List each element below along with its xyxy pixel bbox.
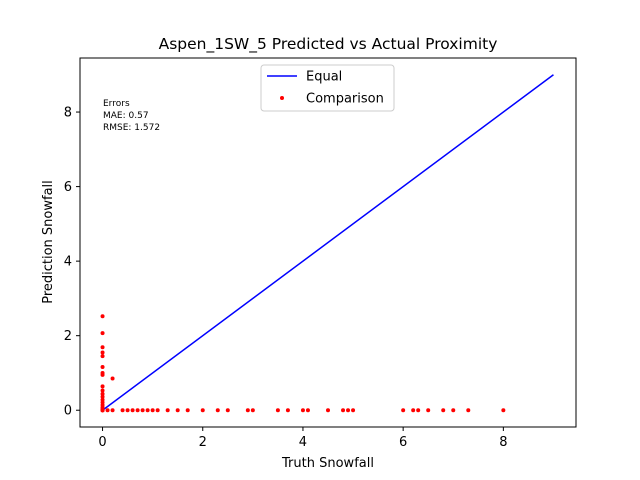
y-tick-label: 4 bbox=[64, 255, 72, 270]
chart-title: Aspen_1SW_5 Predicted vs Actual Proximit… bbox=[159, 35, 498, 54]
comparison-point bbox=[245, 408, 250, 413]
comparison-point bbox=[225, 408, 230, 413]
comparison-point bbox=[145, 408, 150, 413]
comparison-point bbox=[110, 408, 115, 413]
comparison-point bbox=[426, 408, 431, 413]
errors-heading: Errors bbox=[103, 99, 130, 109]
comparison-point bbox=[300, 408, 305, 413]
comparison-point bbox=[175, 408, 180, 413]
x-tick-label: 4 bbox=[299, 435, 307, 450]
equal-line bbox=[102, 74, 554, 411]
legend-equal-label: Equal bbox=[306, 70, 342, 85]
x-axis: 0 2 4 6 8 bbox=[98, 427, 507, 450]
comparison-point bbox=[130, 408, 135, 413]
comparison-point bbox=[140, 408, 145, 413]
legend-comparison-swatch bbox=[280, 96, 284, 100]
comparison-point bbox=[100, 350, 105, 355]
comparison-point bbox=[110, 376, 115, 381]
comparison-point bbox=[441, 408, 446, 413]
y-tick-label: 2 bbox=[64, 329, 72, 344]
comparison-point bbox=[100, 384, 105, 389]
y-tick-label: 6 bbox=[64, 180, 72, 195]
comparison-point bbox=[100, 364, 105, 369]
comparison-point bbox=[120, 408, 125, 413]
x-tick-label: 2 bbox=[199, 435, 207, 450]
comparison-point bbox=[100, 314, 105, 319]
comparison-point bbox=[100, 372, 105, 377]
comparison-point bbox=[285, 408, 290, 413]
comparison-point bbox=[275, 408, 280, 413]
comparison-point bbox=[200, 408, 205, 413]
comparison-point bbox=[100, 408, 105, 413]
comparison-point bbox=[466, 408, 471, 413]
comparison-point bbox=[416, 408, 421, 413]
y-axis-label: Prediction Snowfall bbox=[41, 180, 56, 304]
comparison-point bbox=[165, 408, 170, 413]
rmse-value: RMSE: 1.572 bbox=[103, 123, 160, 133]
comparison-point bbox=[326, 408, 330, 413]
comparison-point bbox=[100, 394, 105, 399]
comparison-point bbox=[501, 408, 506, 413]
x-tick-label: 0 bbox=[98, 435, 106, 450]
comparison-point bbox=[451, 408, 456, 413]
y-tick-label: 8 bbox=[64, 106, 72, 121]
comparison-point bbox=[155, 408, 160, 413]
plot-area bbox=[100, 74, 554, 413]
comparison-point bbox=[341, 408, 346, 413]
comparison-point bbox=[351, 408, 356, 413]
legend: Equal Comparison bbox=[260, 64, 395, 112]
x-tick-label: 8 bbox=[499, 435, 507, 450]
comparison-point bbox=[135, 408, 140, 413]
error-annotation: Errors MAE: 0.57 RMSE: 1.572 bbox=[103, 99, 160, 133]
comparison-point bbox=[401, 408, 406, 413]
comparison-point bbox=[250, 408, 255, 413]
comparison-point bbox=[185, 408, 190, 413]
comparison-point bbox=[346, 408, 351, 413]
legend-comparison-label: Comparison bbox=[306, 92, 384, 107]
comparison-point bbox=[100, 354, 105, 359]
comparison-point bbox=[100, 345, 105, 350]
x-tick-label: 6 bbox=[399, 435, 407, 450]
comparison-point bbox=[125, 408, 130, 413]
comparison-point bbox=[215, 408, 220, 413]
comparison-point bbox=[411, 408, 416, 413]
mae-value: MAE: 0.57 bbox=[103, 111, 149, 121]
comparison-point bbox=[105, 408, 110, 413]
y-axis: 0 2 4 6 8 bbox=[64, 106, 80, 419]
comparison-point bbox=[100, 331, 105, 336]
comparison-point bbox=[305, 408, 310, 413]
x-axis-label: Truth Snowfall bbox=[281, 456, 374, 471]
y-tick-label: 0 bbox=[64, 404, 72, 419]
comparison-point bbox=[150, 408, 155, 413]
comparison-point bbox=[100, 388, 105, 393]
axes-frame bbox=[79, 57, 577, 428]
comparison-point bbox=[100, 391, 105, 396]
